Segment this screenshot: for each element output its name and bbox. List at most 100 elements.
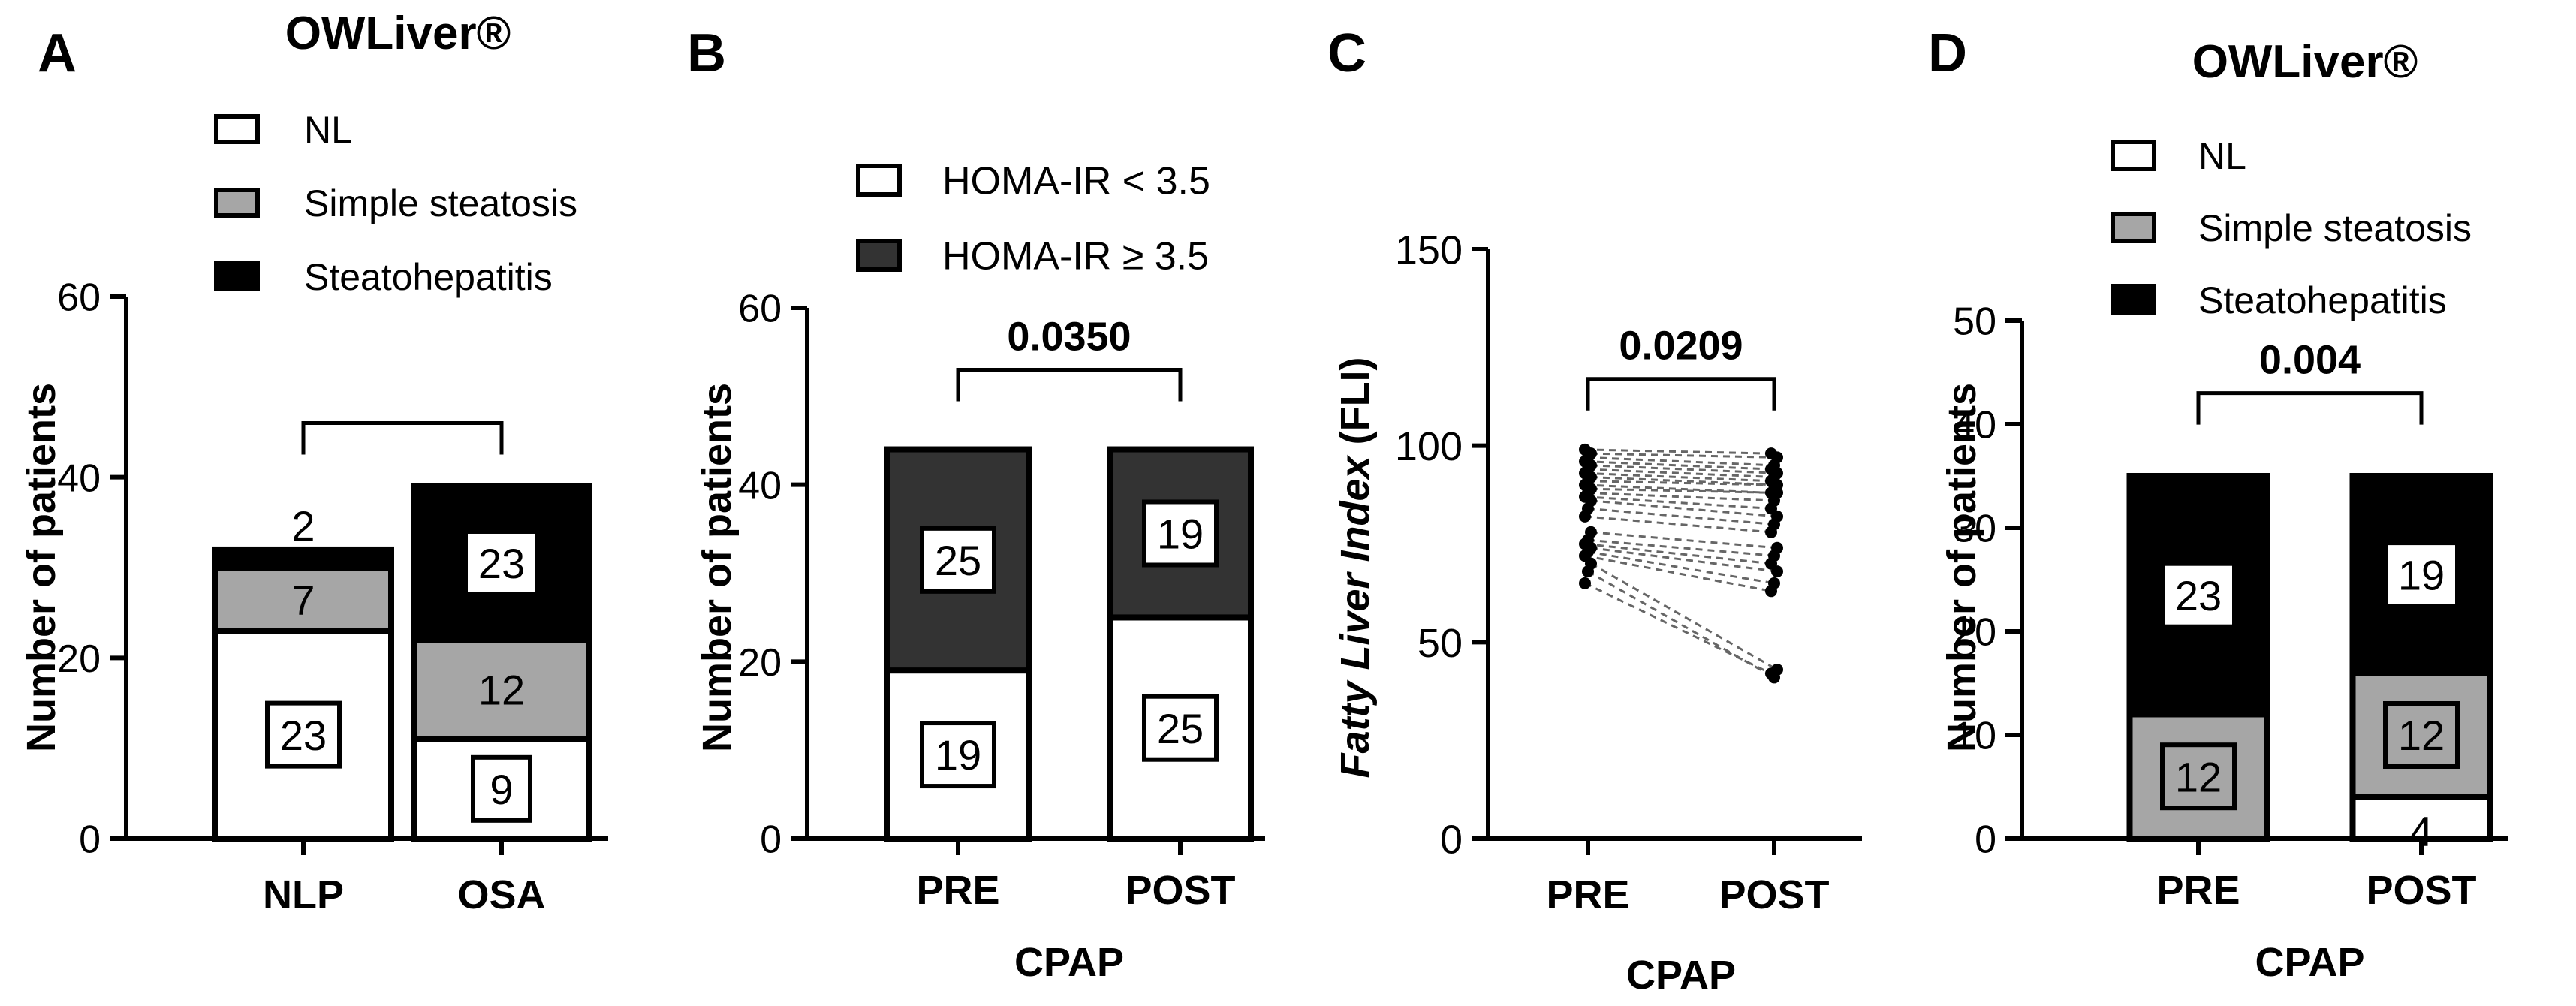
panel-a-chart: 0 20 40 60 NLP OSA Number of patients NL Simple …: [19, 109, 608, 917]
pre-point: [1579, 577, 1591, 589]
value-label: 19: [935, 731, 981, 779]
subject-line: [1584, 582, 1772, 675]
post-point: [1768, 577, 1780, 589]
pre-point: [1585, 526, 1597, 538]
value-label: 19: [2398, 551, 2445, 598]
legend-swatch: [2111, 284, 2156, 315]
legend-swatch: [214, 188, 260, 218]
x-tick-label: POST: [1719, 872, 1829, 917]
x-axis-label: CPAP: [1014, 940, 1124, 985]
y-tick-label: 0: [760, 818, 782, 862]
legend-swatch: [856, 239, 902, 272]
legend-swatch: [214, 261, 260, 291]
legend-swatch: [214, 114, 260, 144]
legend-label: Simple steatosis: [304, 182, 577, 224]
value-label-box: [2160, 561, 2237, 629]
value-label: 23: [478, 540, 525, 587]
legend-label: HOMA-IR ≥ 3.5: [942, 235, 1209, 279]
subject-line: [1590, 452, 1778, 459]
x-tick-label: POST: [1125, 868, 1235, 913]
bar-segment: [212, 565, 394, 634]
x-tick-label: PRE: [1546, 872, 1629, 917]
subject-line: [1587, 550, 1775, 585]
post-point: [1771, 541, 1783, 554]
subject-line: [1584, 448, 1772, 455]
value-label-box: [920, 721, 996, 789]
panel-letter-a: A: [38, 23, 77, 83]
subject-line: [1590, 531, 1778, 550]
subject-line: [1587, 491, 1775, 502]
value-label: 7: [291, 576, 315, 623]
legend-label: Simple steatosis: [2198, 207, 2472, 249]
y-tick-label: 40: [57, 456, 101, 500]
x-axis-label: CPAP: [2255, 940, 2364, 985]
bar-segment: [411, 637, 592, 742]
value-label-box: [1142, 499, 1219, 568]
y-tick-label: 30: [1953, 508, 1996, 551]
y-tick-label: 60: [738, 288, 782, 331]
value-label-box: [471, 754, 532, 823]
panel-letter-d: D: [1928, 23, 1967, 83]
x-tick-label: PRE: [916, 868, 999, 913]
y-tick-label: 20: [57, 637, 101, 681]
y-tick-label: 20: [738, 641, 782, 685]
y-tick-label: 40: [738, 464, 782, 508]
significance-bracket: [1586, 377, 1776, 411]
y-tick-label: 40: [1953, 404, 1996, 447]
significance-bracket: [2196, 391, 2424, 425]
subject-line: [1584, 554, 1772, 592]
value-label: 12: [478, 667, 525, 714]
value-label: 12: [2175, 753, 2222, 800]
p-value-label: 0.0209: [1619, 324, 1743, 369]
value-label: 23: [280, 712, 327, 759]
value-label: 2: [291, 502, 315, 550]
x-tick-label: POST: [2366, 868, 2476, 913]
value-label: 23: [2175, 572, 2222, 619]
y-tick-label: 150: [1395, 227, 1463, 273]
y-tick-label: 60: [57, 276, 101, 320]
value-label: 9: [490, 766, 513, 813]
value-label: 4: [2409, 808, 2433, 855]
significance-bracket: [301, 420, 504, 455]
subject-line: [1584, 515, 1772, 534]
x-tick-label: OSA: [457, 872, 545, 917]
panel-letter-c: C: [1327, 23, 1366, 83]
subject-line: [1587, 456, 1775, 467]
panel-a-title: OWLiver®: [285, 8, 511, 59]
y-axis-label: Number of patients: [19, 383, 64, 752]
subject-line: [1584, 495, 1772, 510]
y-tick-label: 0: [1975, 818, 1996, 862]
value-label-box: [2160, 742, 2237, 811]
y-tick-label: 10: [1953, 715, 1996, 758]
y-tick-label: 100: [1395, 424, 1463, 469]
p-value-label: 0.0350: [1007, 314, 1131, 359]
value-label: 25: [1157, 705, 1204, 752]
legend-label: Steatohepatitis: [2198, 279, 2447, 321]
value-label: 25: [935, 537, 981, 584]
post-point: [1765, 447, 1777, 460]
subject-line: [1587, 570, 1775, 679]
y-axis-label: Fatty Liver Index (FLI): [1333, 357, 1378, 778]
subject-line: [1587, 468, 1775, 479]
subject-line: [1590, 562, 1778, 671]
significance-bracket: [956, 367, 1183, 402]
y-tick-label: 20: [1953, 611, 1996, 655]
legend-swatch: [2111, 212, 2156, 243]
legend-label: Steatohepatitis: [304, 256, 553, 298]
y-tick-label: 0: [1440, 817, 1463, 862]
x-axis-label: CPAP: [1626, 953, 1736, 998]
panel-letter-b: B: [687, 23, 726, 83]
p-value-label: 0.004: [2259, 338, 2361, 383]
y-axis-label: Number of patients: [1939, 383, 1984, 752]
legend-label: HOMA-IR < 3.5: [942, 160, 1210, 203]
legend-swatch: [2111, 140, 2156, 171]
value-label: 12: [2398, 712, 2445, 759]
value-label: 19: [1157, 511, 1204, 558]
legend-label: NL: [2198, 135, 2246, 177]
post-point: [1771, 663, 1783, 676]
y-tick-label: 50: [1418, 621, 1463, 666]
bar-segment: [212, 546, 394, 571]
pre-point: [1579, 443, 1591, 456]
